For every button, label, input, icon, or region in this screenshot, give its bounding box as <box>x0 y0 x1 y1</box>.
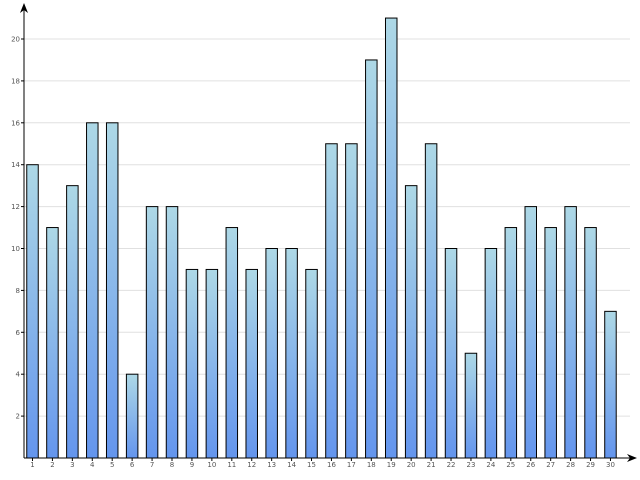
x-tick-label: 16 <box>327 461 336 469</box>
x-tick-label: 14 <box>287 461 296 469</box>
bar-8 <box>165 206 179 459</box>
x-tick-label: 6 <box>130 461 135 469</box>
bar-25 <box>504 227 518 459</box>
bar-14 <box>285 248 298 459</box>
bar-9 <box>185 268 199 459</box>
bar-23 <box>464 352 478 459</box>
bar-30 <box>604 310 617 459</box>
x-tick-label: 29 <box>586 461 595 469</box>
x-tick-label: 27 <box>546 461 555 469</box>
x-tick-label: 10 <box>207 461 216 469</box>
x-tick-label: 23 <box>466 461 475 469</box>
y-tick-label: 6 <box>16 329 21 337</box>
x-tick-label: 28 <box>566 461 575 469</box>
bar-28 <box>564 206 577 459</box>
bar-19 <box>384 17 398 459</box>
bar-6 <box>125 373 139 459</box>
bar-2 <box>46 227 59 459</box>
x-tick-label: 3 <box>70 461 74 469</box>
bar-16 <box>325 143 338 459</box>
bar-13 <box>265 248 278 459</box>
bar-20 <box>404 185 418 459</box>
x-tick-label: 5 <box>110 461 114 469</box>
x-tick-label: 13 <box>267 461 276 469</box>
y-tick-label: 2 <box>16 413 20 421</box>
x-tick-label: 17 <box>347 461 356 469</box>
bar-5 <box>105 122 119 459</box>
bars <box>26 17 617 459</box>
bar-15 <box>305 268 318 459</box>
y-tick-label: 10 <box>11 245 20 253</box>
bar-11 <box>225 227 239 459</box>
x-tick-label: 22 <box>447 461 456 469</box>
bar-7 <box>145 206 159 459</box>
x-tick-label: 4 <box>90 461 95 469</box>
bar-4 <box>86 122 99 459</box>
y-tick-label: 14 <box>11 161 20 169</box>
x-tick-label: 8 <box>170 461 174 469</box>
x-axis-arrow <box>627 454 637 462</box>
y-tick-label: 4 <box>16 371 21 379</box>
x-tick-label: 19 <box>387 461 396 469</box>
y-tick-label: 12 <box>11 203 20 211</box>
bar-27 <box>544 227 557 459</box>
x-tick-label: 9 <box>190 461 194 469</box>
bar-24 <box>484 248 498 459</box>
x-tick-label: 24 <box>486 461 495 469</box>
bar-29 <box>584 227 597 459</box>
bar-1 <box>26 164 39 459</box>
bar-22 <box>444 248 458 459</box>
x-tick-label: 21 <box>427 461 436 469</box>
bar-17 <box>345 143 358 459</box>
bar-18 <box>365 59 378 459</box>
y-tick-label: 8 <box>16 287 20 295</box>
x-tick-label: 15 <box>307 461 316 469</box>
x-tick-label: 26 <box>526 461 535 469</box>
x-tick-label: 11 <box>227 461 236 469</box>
y-tick-label: 18 <box>11 77 20 85</box>
x-tick-label: 1 <box>30 461 34 469</box>
x-tick-label: 18 <box>367 461 376 469</box>
x-tick-label: 7 <box>150 461 154 469</box>
x-tick-label: 12 <box>247 461 256 469</box>
y-tick-label: 20 <box>11 36 20 44</box>
y-tick-label: 16 <box>11 119 20 127</box>
x-tick-label: 2 <box>50 461 54 469</box>
bar-10 <box>205 268 219 459</box>
bar-12 <box>245 268 258 459</box>
x-tick-label: 20 <box>407 461 416 469</box>
bar-21 <box>424 143 438 459</box>
bar-3 <box>66 185 79 459</box>
bar-26 <box>524 206 537 459</box>
x-tick-label: 25 <box>506 461 515 469</box>
y-axis-arrow <box>20 3 28 13</box>
axes <box>20 3 637 462</box>
x-tick-label: 30 <box>606 461 615 469</box>
